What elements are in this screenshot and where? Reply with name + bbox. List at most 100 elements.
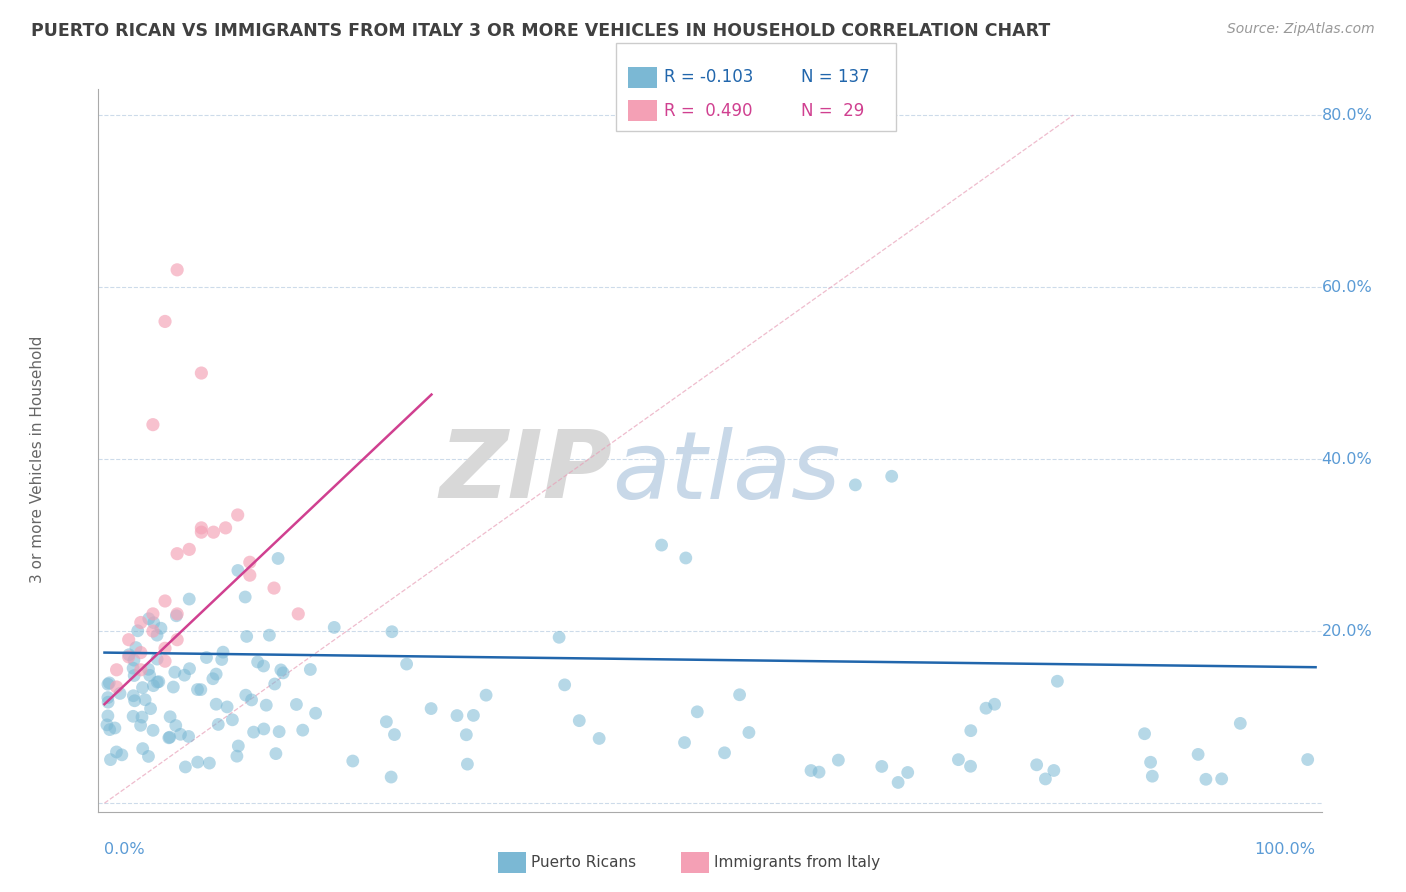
Point bbox=[239, 568, 262, 582]
Point bbox=[242, 725, 264, 739]
Point bbox=[163, 665, 186, 680]
Point bbox=[675, 551, 697, 566]
Point bbox=[588, 731, 610, 746]
Point bbox=[887, 775, 910, 789]
Text: atlas: atlas bbox=[612, 426, 841, 517]
Point bbox=[165, 718, 187, 732]
Point bbox=[263, 581, 285, 595]
Point bbox=[173, 668, 195, 682]
Text: Source: ZipAtlas.com: Source: ZipAtlas.com bbox=[1227, 22, 1375, 37]
Point bbox=[959, 759, 981, 773]
Point bbox=[456, 728, 478, 742]
Point bbox=[673, 735, 696, 749]
Point bbox=[568, 714, 591, 728]
Point bbox=[974, 701, 997, 715]
Point bbox=[1133, 727, 1156, 741]
Point bbox=[146, 652, 169, 666]
Point bbox=[98, 676, 121, 690]
Point bbox=[190, 525, 212, 540]
Point bbox=[1195, 772, 1218, 787]
Point bbox=[264, 747, 287, 761]
Point bbox=[291, 723, 314, 738]
Point bbox=[269, 724, 291, 739]
Point bbox=[139, 701, 162, 715]
Point bbox=[190, 366, 212, 380]
Point bbox=[96, 718, 118, 732]
Point bbox=[129, 718, 152, 732]
Point bbox=[134, 692, 156, 706]
Point bbox=[97, 677, 120, 691]
Point bbox=[153, 654, 176, 668]
Point bbox=[651, 538, 673, 552]
Point bbox=[948, 753, 970, 767]
Point bbox=[233, 590, 256, 604]
Point bbox=[446, 708, 468, 723]
Point bbox=[271, 665, 294, 680]
Point bbox=[207, 717, 229, 731]
Point bbox=[165, 608, 187, 623]
Point bbox=[800, 764, 823, 778]
Point bbox=[548, 630, 571, 644]
Point bbox=[246, 655, 269, 669]
Text: 3 or more Vehicles in Household: 3 or more Vehicles in Household bbox=[31, 335, 45, 582]
Point bbox=[162, 680, 184, 694]
Point bbox=[169, 727, 191, 741]
Point bbox=[104, 721, 127, 735]
Point bbox=[105, 745, 128, 759]
Text: N = 137: N = 137 bbox=[801, 68, 870, 86]
Point bbox=[122, 709, 145, 723]
Text: R = -0.103: R = -0.103 bbox=[664, 68, 754, 86]
Point bbox=[105, 680, 128, 694]
Point bbox=[239, 555, 262, 569]
Point bbox=[179, 592, 201, 607]
Text: 80.0%: 80.0% bbox=[1322, 108, 1372, 122]
Point bbox=[259, 628, 281, 642]
Point bbox=[728, 688, 751, 702]
Point bbox=[897, 765, 920, 780]
Text: R =  0.490: R = 0.490 bbox=[664, 102, 752, 120]
Point bbox=[267, 551, 290, 566]
Point bbox=[138, 749, 160, 764]
Point bbox=[870, 759, 893, 773]
Point bbox=[202, 525, 225, 540]
Point bbox=[166, 607, 188, 621]
Point bbox=[146, 675, 169, 690]
Point bbox=[97, 695, 120, 709]
Point bbox=[122, 653, 145, 667]
Point bbox=[129, 646, 152, 660]
Point bbox=[179, 662, 201, 676]
Text: Immigrants from Italy: Immigrants from Italy bbox=[714, 855, 880, 870]
Text: N =  29: N = 29 bbox=[801, 102, 865, 120]
Text: 100.0%: 100.0% bbox=[1254, 842, 1316, 857]
Point bbox=[844, 478, 866, 492]
Point bbox=[475, 688, 498, 702]
Point bbox=[686, 705, 709, 719]
Point bbox=[142, 679, 165, 693]
Point bbox=[142, 607, 165, 621]
Point bbox=[100, 753, 122, 767]
Point bbox=[253, 722, 276, 736]
Point bbox=[240, 693, 263, 707]
Point bbox=[148, 674, 170, 689]
Point bbox=[395, 657, 418, 671]
Point bbox=[254, 698, 277, 713]
Point bbox=[214, 521, 236, 535]
Point bbox=[159, 730, 181, 744]
Point bbox=[98, 723, 121, 737]
Point bbox=[217, 700, 239, 714]
Point bbox=[808, 765, 831, 780]
Point bbox=[153, 641, 176, 656]
Point bbox=[1035, 772, 1057, 786]
Point bbox=[190, 521, 212, 535]
Text: ZIP: ZIP bbox=[439, 426, 612, 518]
Point bbox=[1139, 756, 1161, 770]
Point bbox=[263, 677, 285, 691]
Point bbox=[122, 668, 145, 682]
Point bbox=[159, 710, 181, 724]
Point bbox=[142, 615, 165, 630]
Point bbox=[142, 417, 165, 432]
Point bbox=[375, 714, 398, 729]
Point bbox=[118, 648, 141, 662]
Point bbox=[983, 698, 1005, 712]
Point bbox=[713, 746, 735, 760]
